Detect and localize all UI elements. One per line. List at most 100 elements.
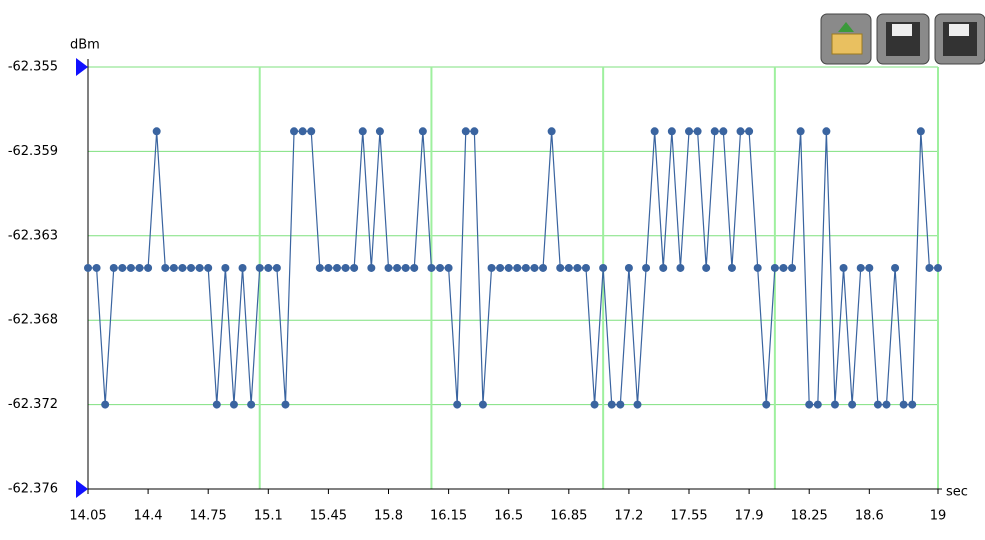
data-point	[736, 127, 745, 136]
data-point	[410, 263, 419, 272]
data-point	[255, 263, 264, 272]
data-point	[590, 400, 599, 409]
data-point	[204, 263, 213, 272]
data-point	[247, 400, 256, 409]
data-point	[770, 263, 779, 272]
x-tick-label: 17.55	[670, 509, 707, 524]
x-tick-label: 19	[930, 509, 947, 524]
y-axis-label: dBm	[70, 38, 100, 53]
data-point	[444, 263, 453, 272]
data-point	[925, 263, 934, 272]
data-point	[521, 263, 530, 272]
axis-marker	[76, 480, 88, 498]
data-point	[229, 400, 238, 409]
data-point	[573, 263, 582, 272]
y-tick-label: -62.376	[8, 482, 58, 497]
data-point	[882, 400, 891, 409]
data-point	[290, 127, 299, 136]
toolbar	[820, 13, 985, 65]
y-tick-label: -62.355	[8, 60, 58, 75]
data-point	[908, 400, 917, 409]
data-point	[710, 127, 719, 136]
data-point	[461, 127, 470, 136]
data-point	[315, 263, 324, 272]
x-tick-label: 15.1	[254, 509, 283, 524]
data-point	[513, 263, 522, 272]
data-point	[332, 263, 341, 272]
data-point	[496, 263, 505, 272]
data-point	[212, 400, 221, 409]
data-point	[178, 263, 187, 272]
data-point	[418, 127, 427, 136]
data-point	[599, 263, 608, 272]
data-point	[92, 263, 101, 272]
data-point	[427, 263, 436, 272]
data-point	[667, 127, 676, 136]
y-tick-label: -62.363	[8, 228, 58, 243]
data-point	[341, 263, 350, 272]
data-point	[856, 263, 865, 272]
save-button[interactable]	[934, 13, 985, 65]
data-point	[221, 263, 230, 272]
y-tick-label: -62.372	[8, 397, 58, 412]
data-point	[916, 127, 925, 136]
x-tick-label: 15.45	[310, 509, 347, 524]
data-point	[624, 263, 633, 272]
open-button[interactable]	[820, 13, 872, 65]
data-point	[487, 263, 496, 272]
data-point	[436, 263, 445, 272]
data-point	[375, 127, 384, 136]
x-axis-label: sec	[946, 485, 968, 500]
data-point	[873, 400, 882, 409]
data-point	[367, 263, 376, 272]
x-tick-label: 16.85	[550, 509, 587, 524]
y-tick-label: -62.368	[8, 313, 58, 328]
data-point	[788, 263, 797, 272]
data-point	[830, 400, 839, 409]
data-point	[478, 400, 487, 409]
data-point	[899, 400, 908, 409]
x-tick-label: 14.4	[134, 509, 163, 524]
data-line	[88, 130, 938, 406]
x-tick-label: 16.15	[430, 509, 467, 524]
data-point	[556, 263, 565, 272]
data-point	[676, 263, 685, 272]
data-point	[530, 263, 539, 272]
data-point	[135, 263, 144, 272]
data-point	[805, 400, 814, 409]
data-point	[642, 263, 651, 272]
data-point	[659, 263, 668, 272]
data-point	[822, 127, 831, 136]
data-point	[152, 127, 161, 136]
data-point	[753, 263, 762, 272]
data-point	[616, 400, 625, 409]
data-point	[581, 263, 590, 272]
data-point	[564, 263, 573, 272]
x-tick-label: 18.25	[791, 509, 828, 524]
data-point	[891, 263, 900, 272]
data-point	[161, 263, 170, 272]
data-point	[693, 127, 702, 136]
data-point	[169, 263, 178, 272]
save-as-button[interactable]	[876, 13, 930, 65]
data-point	[187, 263, 196, 272]
data-point	[470, 127, 479, 136]
data-point	[298, 127, 307, 136]
data-point	[118, 263, 127, 272]
x-tick-label: 17.9	[735, 509, 764, 524]
data-point	[101, 400, 110, 409]
data-point	[650, 127, 659, 136]
data-point	[195, 263, 204, 272]
data-point	[401, 263, 410, 272]
data-point	[144, 263, 153, 272]
data-point	[685, 127, 694, 136]
data-point	[813, 400, 822, 409]
data-point	[762, 400, 771, 409]
data-point	[934, 263, 942, 272]
data-point	[839, 263, 848, 272]
data-point	[307, 127, 316, 136]
y-tick-label: -62.359	[8, 144, 58, 159]
data-point	[547, 127, 556, 136]
data-point	[126, 263, 135, 272]
